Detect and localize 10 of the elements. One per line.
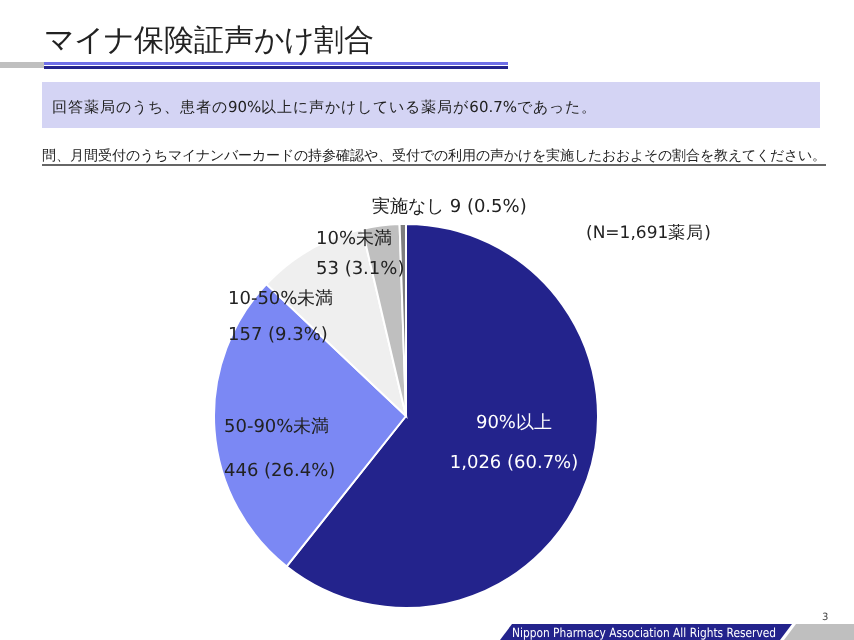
- slice-label: 90%以上: [475, 412, 553, 434]
- chart-title: マイナ保険証声かけ割合: [44, 22, 374, 58]
- slice-label: 実施なし 9 (0.5%): [372, 196, 527, 218]
- slice-label: 50-90%未満: [224, 416, 330, 438]
- data-label: 446 (26.4%): [224, 462, 336, 482]
- slice-label: 10-50%未満: [228, 288, 334, 310]
- slice-label: 10%未満: [316, 228, 393, 250]
- text: (N=1,691薬局): [586, 222, 711, 244]
- data-label: 53 (3.1%): [316, 260, 405, 280]
- data-label: 1,026 (60.7%): [449, 454, 579, 474]
